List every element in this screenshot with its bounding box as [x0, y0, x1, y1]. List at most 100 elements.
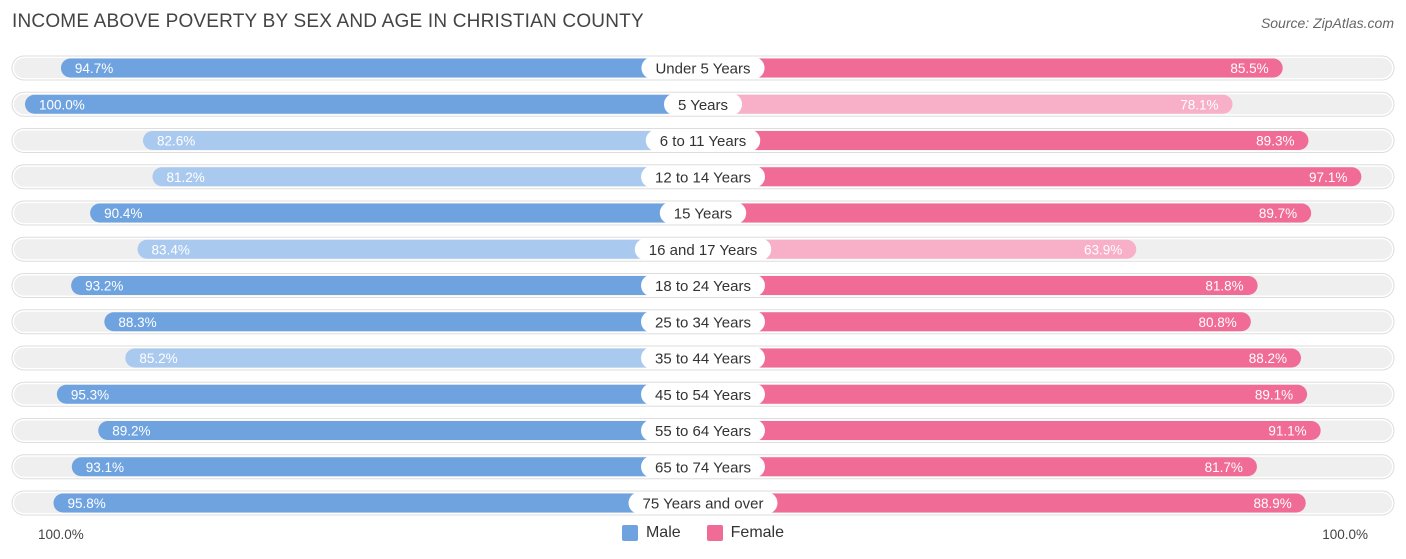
category-pill: [641, 383, 765, 406]
data-label-female: 89.1%: [1255, 387, 1293, 402]
category-pill: [641, 419, 765, 442]
category-pill: [628, 492, 778, 514]
bar-male[interactable]: [25, 94, 703, 114]
data-label-female: 78.1%: [1180, 97, 1218, 112]
data-label-female: 91.1%: [1268, 424, 1306, 439]
bar-male[interactable]: [71, 276, 703, 295]
legend-swatch-male: [621, 525, 638, 541]
data-label-female: 81.7%: [1205, 460, 1243, 475]
bar-row: 82.6% 89.3% 6 to 11 Years: [11, 128, 1395, 153]
bar-row: 95.3% 89.1% 45 to 54 Years: [11, 381, 1395, 407]
category-pill: [663, 93, 743, 116]
data-label-male: 89.2%: [112, 424, 150, 439]
data-label-male: 94.7%: [75, 61, 113, 76]
bar-row: 83.4% 63.9% 16 and 17 Years: [11, 236, 1395, 262]
bar-row: 85.2% 88.2% 35 to 44 Years: [11, 345, 1395, 371]
bar-row: 100.0% 78.1% 5 Years: [11, 91, 1395, 117]
data-label-female: 97.1%: [1309, 170, 1347, 185]
bar-female[interactable]: [703, 457, 1257, 477]
category-label: 12 to 14 Years: [655, 169, 751, 186]
chart-area: 94.7% 85.5% Under 5 Years 100.0% 78.1% 5 Year…: [11, 55, 1395, 516]
category-label: 25 to 34 Years: [655, 314, 751, 331]
bar-row: 94.7% 85.5% Under 5 Years: [11, 55, 1395, 81]
bar-row: 89.2% 91.1% 55 to 64 Years: [11, 418, 1395, 443]
category-pill: [645, 129, 761, 152]
bar-male[interactable]: [60, 58, 703, 78]
data-label-male: 93.1%: [86, 460, 124, 475]
data-label-female: 88.9%: [1253, 496, 1291, 511]
category-label: 75 Years and over: [643, 496, 764, 513]
bar-female[interactable]: [703, 131, 1309, 150]
data-label-male: 88.3%: [118, 315, 156, 330]
category-pill: [641, 274, 765, 297]
bar-female[interactable]: [703, 203, 1312, 223]
category-pill: [641, 455, 765, 478]
bar-female[interactable]: [703, 58, 1283, 78]
data-label-female: 88.2%: [1249, 351, 1287, 366]
legend: Male Female: [0, 524, 1406, 542]
legend-item-female[interactable]: Female: [706, 524, 785, 542]
category-pill: [634, 238, 772, 261]
bar-male[interactable]: [142, 131, 704, 150]
bar-male[interactable]: [53, 493, 703, 513]
legend-label-male: Male: [645, 524, 681, 541]
bar-female[interactable]: [703, 493, 1306, 513]
category-label: 55 to 64 Years: [655, 423, 751, 440]
data-label-male: 82.6%: [157, 134, 195, 149]
bar-male[interactable]: [152, 167, 704, 187]
bar-female[interactable]: [703, 348, 1301, 368]
bar-row: 88.3% 80.8% 25 to 34 Years: [11, 309, 1395, 335]
bar-row: 90.4% 89.7% 15 Years: [11, 200, 1395, 226]
data-label-male: 83.4%: [152, 242, 190, 257]
bar-male[interactable]: [104, 312, 704, 332]
bar-male[interactable]: [98, 421, 703, 440]
bar-male[interactable]: [90, 203, 703, 223]
data-label-male: 93.2%: [85, 279, 123, 294]
axis-left-label: 100.0%: [38, 527, 84, 542]
bar-female[interactable]: [703, 94, 1233, 114]
bar-male[interactable]: [71, 457, 704, 477]
category-label: 6 to 11 Years: [660, 133, 746, 150]
category-pill: [641, 347, 765, 369]
category-pill: [641, 310, 765, 333]
category-label: 35 to 44 Years: [655, 351, 751, 368]
legend-label-female: Female: [730, 524, 785, 541]
bar-row: 93.2% 81.8% 18 to 24 Years: [11, 273, 1395, 298]
category-label: Under 5 Years: [655, 61, 750, 78]
data-label-male: 95.3%: [71, 387, 109, 402]
data-label-female: 89.3%: [1256, 134, 1294, 149]
data-label-male: 100.0%: [39, 97, 85, 112]
category-label: 65 to 74 Years: [655, 459, 751, 476]
legend-swatch-female: [706, 525, 723, 541]
data-label-male: 81.2%: [166, 170, 204, 185]
bar-female[interactable]: [703, 312, 1251, 332]
category-pill: [641, 57, 765, 79]
data-label-male: 95.8%: [67, 496, 105, 511]
bar-female[interactable]: [703, 167, 1362, 187]
bar-female[interactable]: [703, 239, 1137, 259]
data-label-female: 81.8%: [1205, 279, 1243, 294]
data-label-female: 80.8%: [1199, 315, 1237, 330]
chart-title: INCOME ABOVE POVERTY BY SEX AND AGE IN C…: [12, 11, 644, 32]
source-label: Source: ZipAtlas.com: [1260, 15, 1394, 31]
data-label-male: 90.4%: [104, 206, 142, 221]
category-label: 15 Years: [674, 206, 732, 223]
bar-row: 81.2% 97.1% 12 to 14 Years: [11, 164, 1395, 190]
legend-item-male[interactable]: Male: [621, 524, 681, 542]
category-label: 18 to 24 Years: [655, 278, 751, 295]
category-pill: [659, 202, 747, 224]
bar-female[interactable]: [703, 421, 1321, 440]
data-label-female: 85.5%: [1230, 61, 1268, 76]
bar-female[interactable]: [703, 384, 1308, 404]
data-label-female: 89.7%: [1259, 206, 1297, 221]
bar-male[interactable]: [125, 348, 704, 368]
category-label: 16 and 17 Years: [649, 242, 757, 259]
bar-male[interactable]: [137, 239, 704, 259]
category-label: 5 Years: [678, 97, 728, 114]
bar-row: 93.1% 81.7% 65 to 74 Years: [11, 454, 1395, 480]
category-pill: [641, 165, 765, 188]
category-label: 45 to 54 Years: [655, 387, 751, 404]
bar-male[interactable]: [56, 384, 703, 404]
bar-female[interactable]: [703, 276, 1258, 295]
data-label-male: 85.2%: [139, 351, 177, 366]
